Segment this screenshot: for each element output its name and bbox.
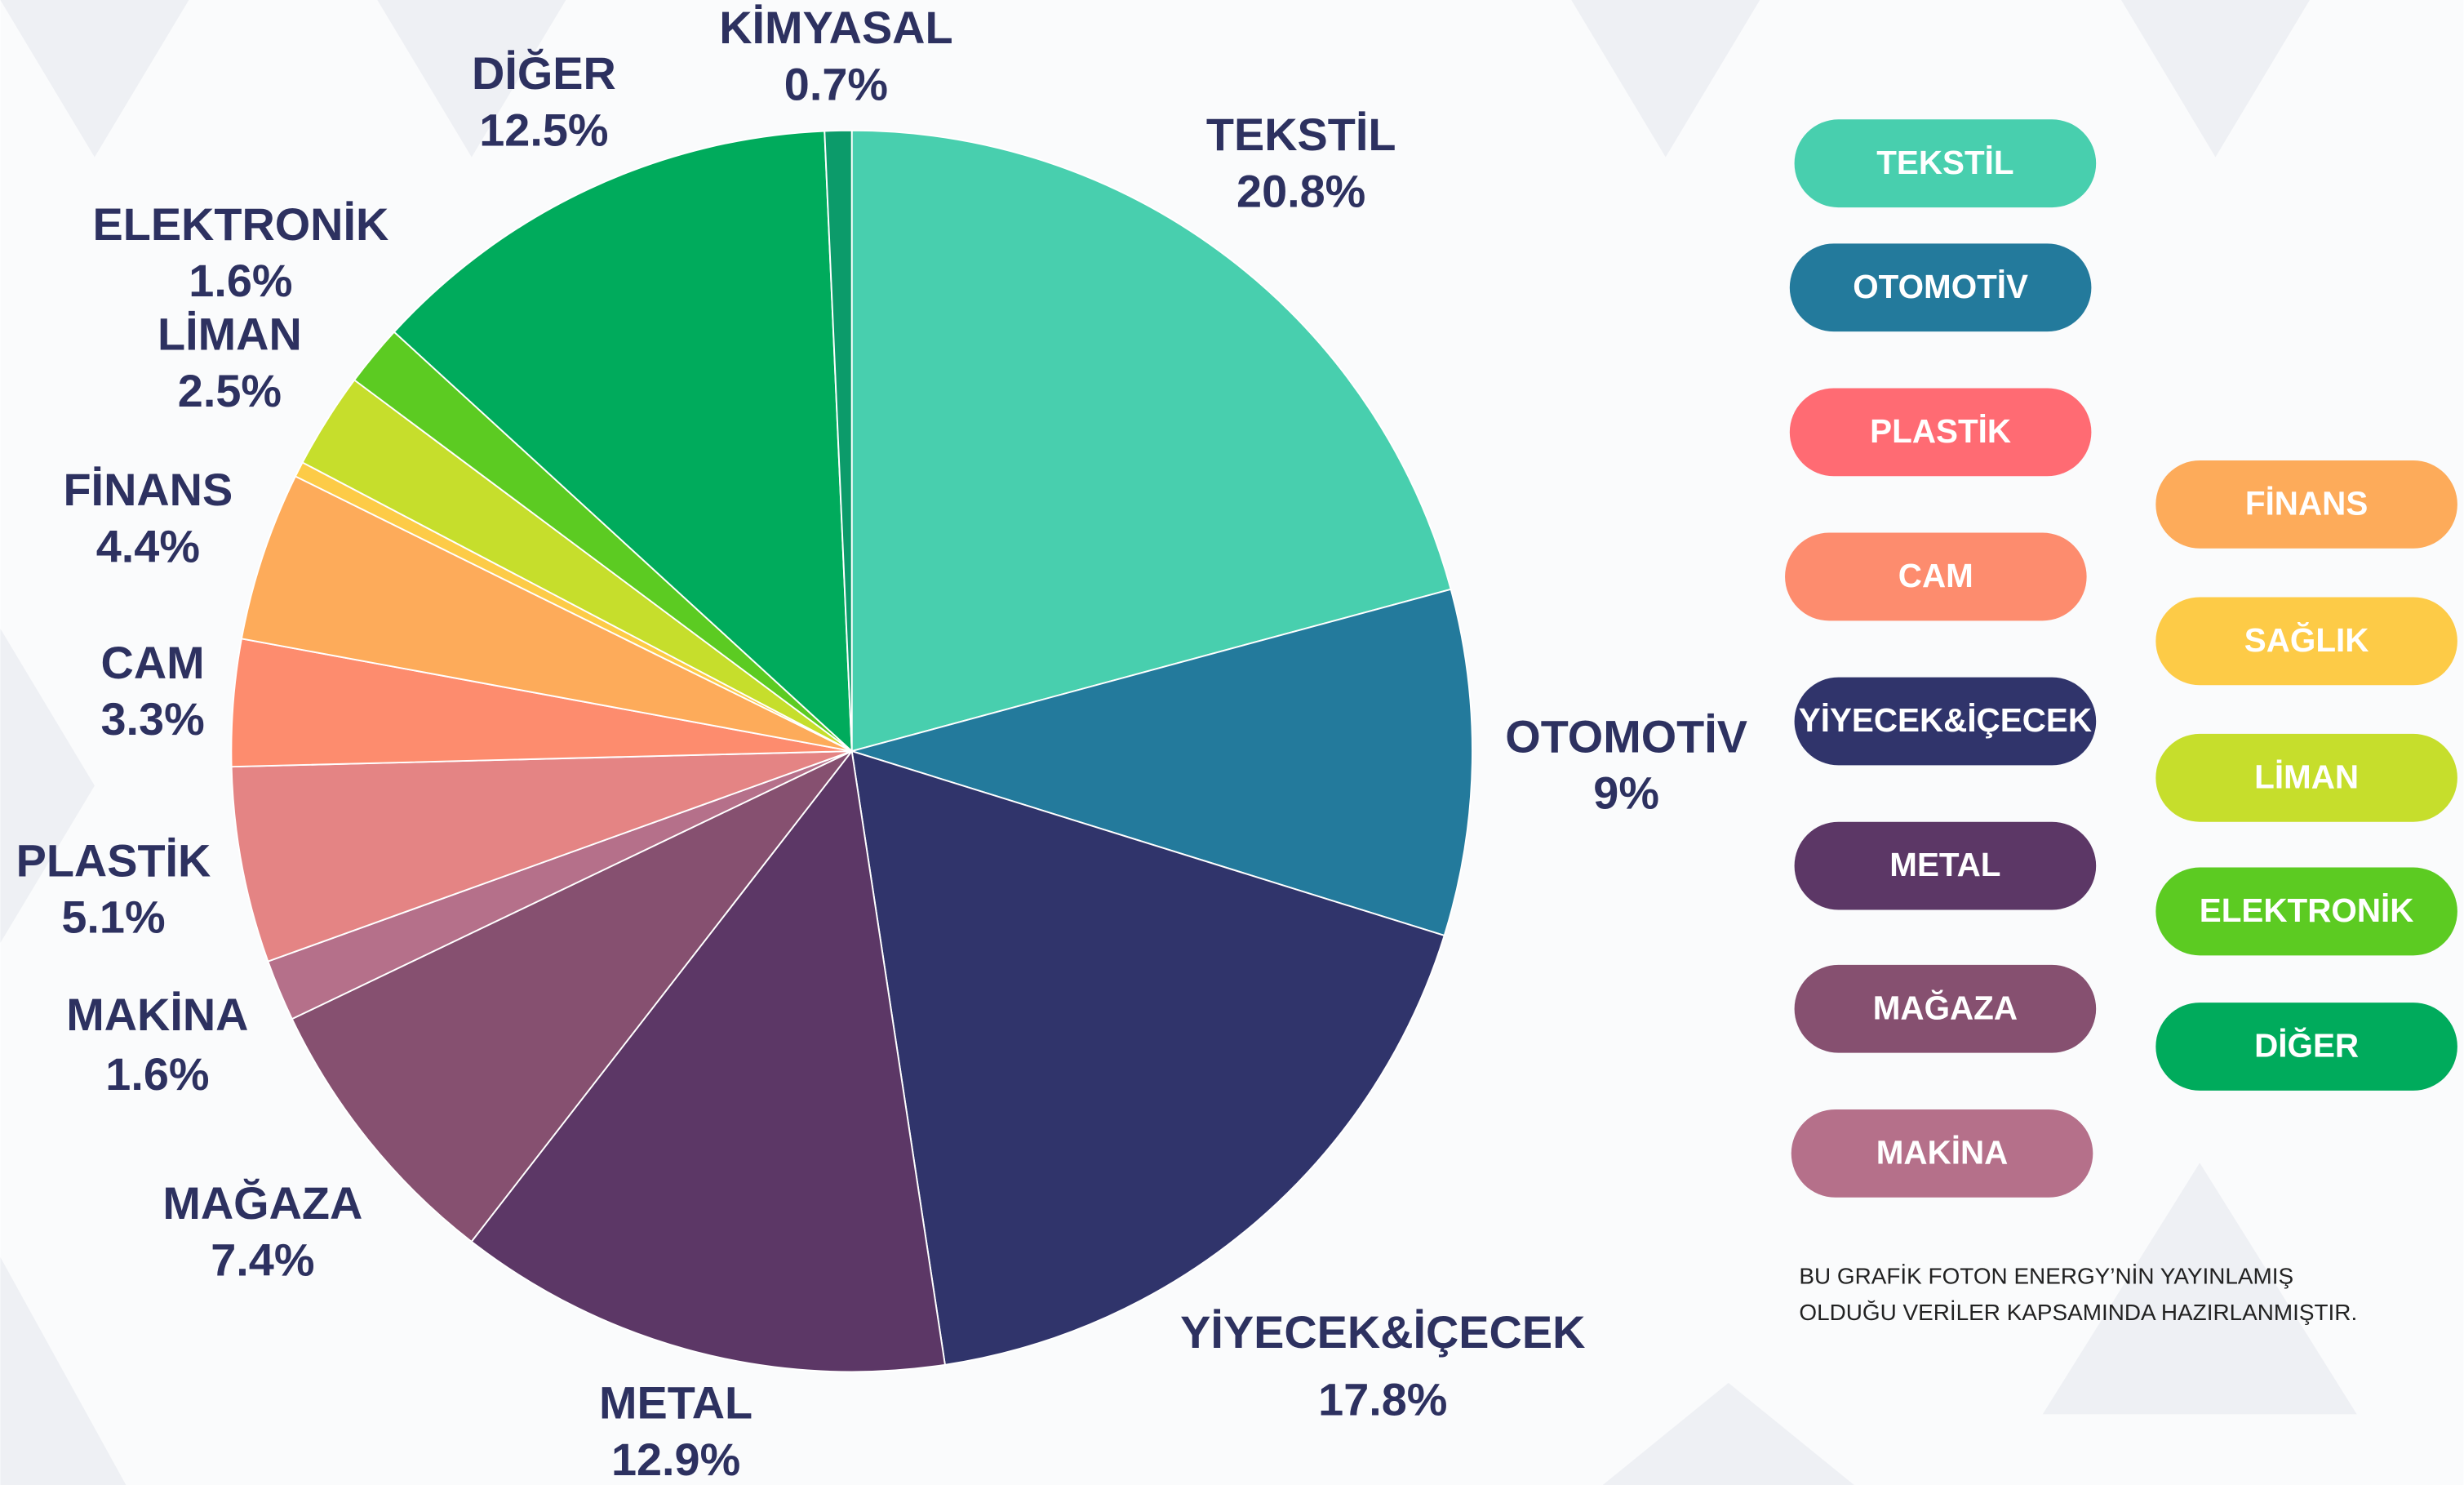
slice-label: LİMAN	[158, 309, 302, 360]
pie-slice	[850, 129, 1452, 753]
slice-value: 1.6%	[105, 1048, 209, 1100]
legend-pill	[2155, 733, 2457, 822]
slice-label: MAĞAZA	[162, 1177, 362, 1229]
legend-label: LİMAN	[2254, 758, 2359, 795]
slice-label: MAKİNA	[66, 989, 248, 1040]
pie-slice	[240, 475, 853, 753]
pie-slice	[824, 129, 853, 752]
pie-slice	[393, 130, 853, 754]
legend-label: DİĞER	[2254, 1027, 2359, 1065]
legend-label: YİYECEK&İÇECEK	[1799, 701, 2092, 739]
legend-pill	[2155, 867, 2457, 956]
slice-value: 5.1%	[61, 891, 165, 943]
slice-value: 4.4%	[96, 520, 200, 571]
legend-label: TEKSTİL	[1876, 144, 2013, 181]
legend-label: CAM	[1898, 557, 1973, 594]
slice-label: ELEKTRONİK	[93, 198, 389, 250]
slice-label: OTOMOTİV	[1505, 710, 1747, 762]
pie-slice	[470, 749, 946, 1373]
legend-label: FİNANS	[2245, 484, 2368, 522]
legend-pill	[1789, 388, 2092, 477]
legend-label: ELEKTRONİK	[2200, 891, 2414, 929]
slice-label: YİYECEK&İÇECEK	[1180, 1306, 1585, 1358]
legend-label: MAĞAZA	[1873, 989, 2018, 1026]
legend-pill	[1785, 532, 2087, 621]
legend-pill	[1794, 677, 2097, 766]
slice-value: 12.9%	[611, 1434, 740, 1485]
slice-value: 3.3%	[101, 693, 205, 745]
legend-pill	[1789, 243, 2092, 332]
legend-pill	[1794, 821, 2097, 910]
legend-pill	[2155, 597, 2457, 686]
legend-pill	[1791, 1109, 2093, 1198]
slice-value: 9%	[1593, 767, 1659, 819]
background-pattern	[0, 0, 2357, 1485]
footnote: BU GRAFİK FOTON ENERGY’NİN YAYINLAMIŞ	[1799, 1264, 2293, 1289]
slice-value: 0.7%	[784, 59, 888, 110]
slice-value: 20.8%	[1236, 165, 1365, 216]
pie-slice	[850, 749, 1445, 1366]
pie-slice	[291, 750, 853, 1243]
slice-label: PLASTİK	[16, 834, 211, 886]
slice-value: 12.5%	[479, 104, 608, 155]
legend-label: MAKİNA	[1876, 1133, 2009, 1171]
legend-pill	[1794, 964, 2097, 1053]
footnote: OLDUĞU VERİLER KAPSAMINDA HAZIRLANMIŞTIR…	[1799, 1300, 2357, 1325]
slice-label: DİĞER	[472, 47, 616, 99]
slice-label: TEKSTİL	[1206, 109, 1396, 160]
legend-pill	[1794, 119, 2097, 208]
legend-pill	[2155, 1003, 2457, 1091]
legend-label: METAL	[1889, 846, 2000, 883]
slice-label: FİNANS	[63, 464, 233, 515]
legend-label: SAĞLIK	[2244, 621, 2369, 659]
pie-slice	[230, 750, 853, 963]
pie-slice	[849, 588, 1473, 937]
legend-label: PLASTİK	[1870, 412, 2011, 450]
slice-label: METAL	[599, 1377, 753, 1429]
slice-value: 17.8%	[1318, 1374, 1447, 1425]
slice-value: 2.5%	[178, 365, 282, 416]
slice-value: 7.4%	[211, 1234, 314, 1285]
slice-label: CAM	[101, 637, 205, 688]
slice-value: 1.6%	[189, 255, 292, 306]
legend-label: OTOMOTİV	[1853, 268, 2028, 305]
slice-label: KİMYASAL	[719, 2, 952, 53]
legend-pill	[2155, 460, 2457, 549]
